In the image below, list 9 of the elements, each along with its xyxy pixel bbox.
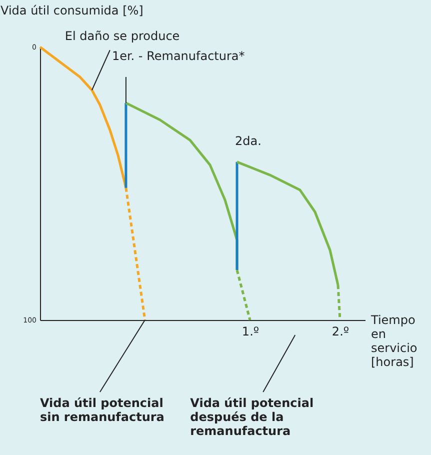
annotation: 2da. — [235, 134, 262, 148]
x-tick-label: 1.º — [242, 324, 260, 338]
y-axis-title: Vida útil consumida [%] — [0, 4, 144, 18]
annotation: 1er. - Remanufactura* — [112, 48, 245, 63]
annotation: El daño se produce — [64, 29, 180, 44]
x-axis-title: Tiempo en servicio [horas] — [370, 313, 418, 369]
text: Vida útil potencial después de la remanufactura — [190, 396, 314, 438]
x-tick-label: 2.º — [332, 324, 350, 338]
annotation: Vida útil potencial sin remanufactura — [40, 396, 164, 424]
